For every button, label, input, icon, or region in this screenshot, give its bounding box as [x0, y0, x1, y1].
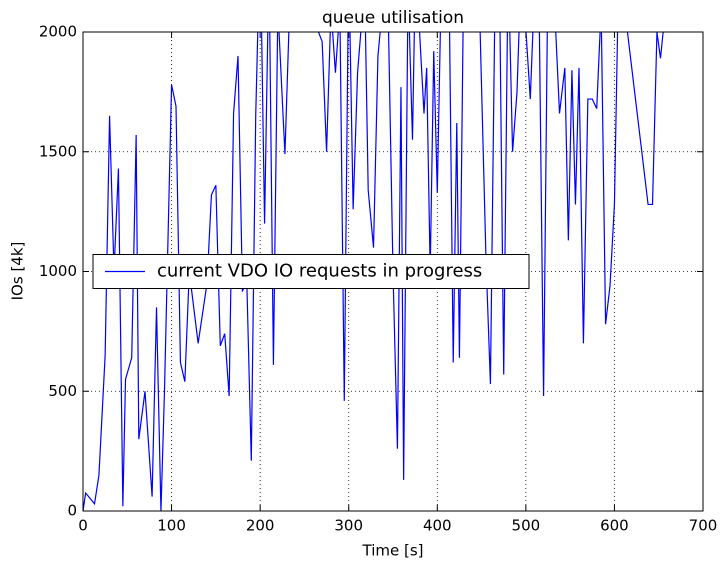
x-tick-label: 400: [423, 517, 452, 535]
x-tick-label: 500: [512, 517, 541, 535]
x-tick-label: 300: [334, 517, 363, 535]
legend-box: [92, 254, 530, 289]
y-tick-label: 1000: [39, 262, 77, 280]
x-tick-label: 0: [78, 517, 88, 535]
y-axis-label: IOs [4k]: [9, 242, 27, 301]
x-axis-label: Time [s]: [362, 542, 424, 560]
legend: current VDO IO requests in progress: [92, 254, 530, 289]
chart-title: queue utilisation: [322, 8, 464, 28]
x-tick-label: 200: [246, 517, 275, 535]
y-tick-label: 0: [67, 502, 77, 520]
x-tick-label: 700: [689, 517, 718, 535]
y-tick-label: 500: [48, 382, 77, 400]
data-line: [83, 32, 664, 511]
x-tick-label: 600: [600, 517, 629, 535]
x-tick-label: 100: [157, 517, 186, 535]
legend-label: current VDO IO requests in progress: [157, 261, 482, 282]
y-tick-label: 2000: [39, 23, 77, 41]
plot-frame: [82, 31, 704, 512]
y-tick-label: 1500: [39, 142, 77, 160]
